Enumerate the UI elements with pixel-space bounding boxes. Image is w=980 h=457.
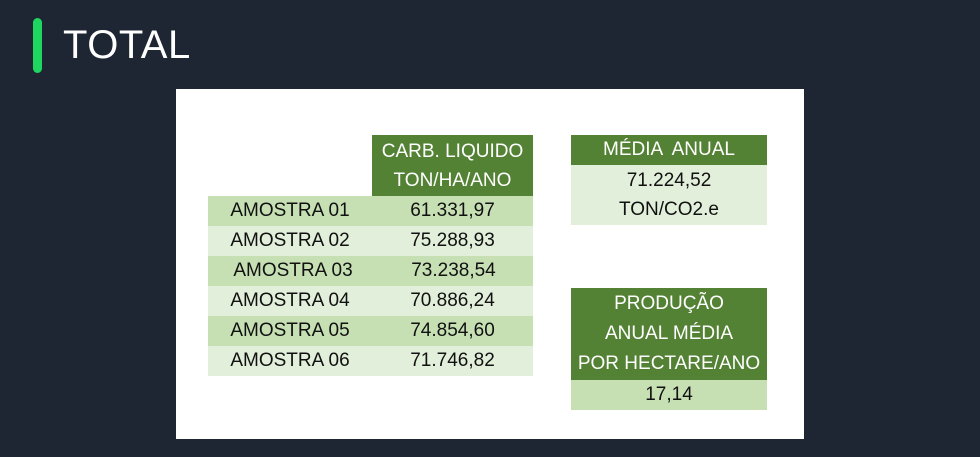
producao-header-line3: POR HECTARE/ANO <box>577 353 761 374</box>
sample-name: AMOSTRA 02 <box>230 230 350 251</box>
media-anual-header: MÉDIA ANUAL <box>571 135 767 165</box>
table-header-line1: CARB. LIQUIDO <box>381 140 524 162</box>
slide-title: TOTAL <box>63 23 191 67</box>
producao-header: PRODUÇÃO ANUAL MÉDIA POR HECTARE/ANO <box>571 288 767 380</box>
table-row: AMOSTRA 02 75.288,93 <box>208 226 533 256</box>
sample-name: AMOSTRA 05 <box>230 320 350 341</box>
table-row: AMOSTRA 01 61.331,97 <box>208 196 533 226</box>
sample-value: 75.288,93 <box>410 230 495 251</box>
sample-value: 74.854,60 <box>410 320 495 341</box>
accent-bar <box>33 18 42 73</box>
producao-header-line2: ANUAL MÉDIA <box>604 323 734 344</box>
sample-name: AMOSTRA 06 <box>230 350 350 371</box>
table-row: AMOSTRA 06 71.746,82 <box>208 346 533 376</box>
sample-value: 61.331,97 <box>410 200 495 221</box>
content-panel: CARB. LIQUIDO TON/HA/ANO AMOSTRA 01 61.3… <box>176 89 804 439</box>
producao-header-line1: PRODUÇÃO <box>614 293 724 314</box>
sample-value: 70.886,24 <box>410 290 495 311</box>
media-anual-box: MÉDIA ANUAL 71.224,52 TON/CO2.e <box>571 135 767 225</box>
table-header-line2: TON/HA/ANO <box>393 169 512 191</box>
sample-name: AMOSTRA 04 <box>230 290 350 311</box>
media-anual-unit: TON/CO2.e <box>619 199 719 220</box>
samples-table: AMOSTRA 01 61.331,97 AMOSTRA 02 75.288,9… <box>208 196 533 376</box>
table-header: CARB. LIQUIDO TON/HA/ANO <box>372 135 533 196</box>
media-anual-value: 71.224,52 <box>626 170 712 191</box>
sample-value: 71.746,82 <box>410 350 495 371</box>
table-row: AMOSTRA 03 73.238,54 <box>208 256 533 286</box>
producao-value: 17,14 <box>571 380 767 410</box>
sample-name: AMOSTRA 01 <box>230 200 350 221</box>
media-anual-body: 71.224,52 TON/CO2.e <box>571 165 767 225</box>
table-row: AMOSTRA 05 74.854,60 <box>208 316 533 346</box>
sample-name: AMOSTRA 03 <box>233 260 353 281</box>
producao-box: PRODUÇÃO ANUAL MÉDIA POR HECTARE/ANO 17,… <box>571 288 767 410</box>
sample-value: 73.238,54 <box>411 260 496 281</box>
table-row: AMOSTRA 04 70.886,24 <box>208 286 533 316</box>
